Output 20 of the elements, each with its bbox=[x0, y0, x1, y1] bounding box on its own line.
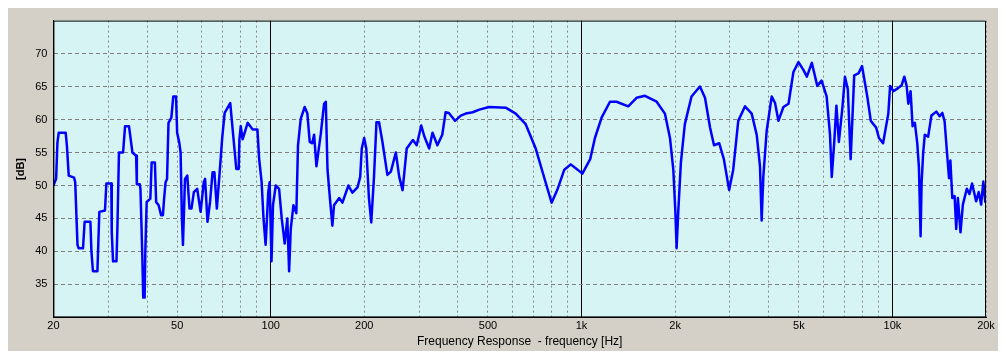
x-tick-label: 100 bbox=[261, 319, 280, 332]
x-tick-label: 20 bbox=[47, 319, 60, 332]
x-tick-label: 50 bbox=[171, 319, 184, 332]
y-tick-label: 40 bbox=[35, 244, 48, 257]
y-axis-title: [dB] bbox=[13, 157, 26, 180]
x-tick-label: 200 bbox=[355, 319, 374, 332]
y-tick-label: 65 bbox=[35, 79, 48, 92]
x-tick-label: 10k bbox=[883, 319, 902, 332]
y-tick-label: 60 bbox=[35, 112, 48, 125]
y-tick-label: 35 bbox=[35, 277, 48, 290]
x-tick-label: 500 bbox=[478, 319, 498, 332]
y-tick-label: 70 bbox=[35, 46, 48, 59]
x-tick-label: 5k bbox=[793, 319, 806, 332]
x-axis-title: Frequency Response - frequency [Hz] bbox=[417, 334, 623, 349]
y-tick-label: 55 bbox=[35, 145, 48, 158]
x-tick-label: 20k bbox=[977, 319, 996, 332]
x-tick-label: 2k bbox=[669, 319, 682, 332]
x-tick-label: 1k bbox=[575, 319, 588, 332]
y-tick-label: 50 bbox=[35, 178, 48, 191]
y-tick-label: 45 bbox=[35, 211, 48, 224]
